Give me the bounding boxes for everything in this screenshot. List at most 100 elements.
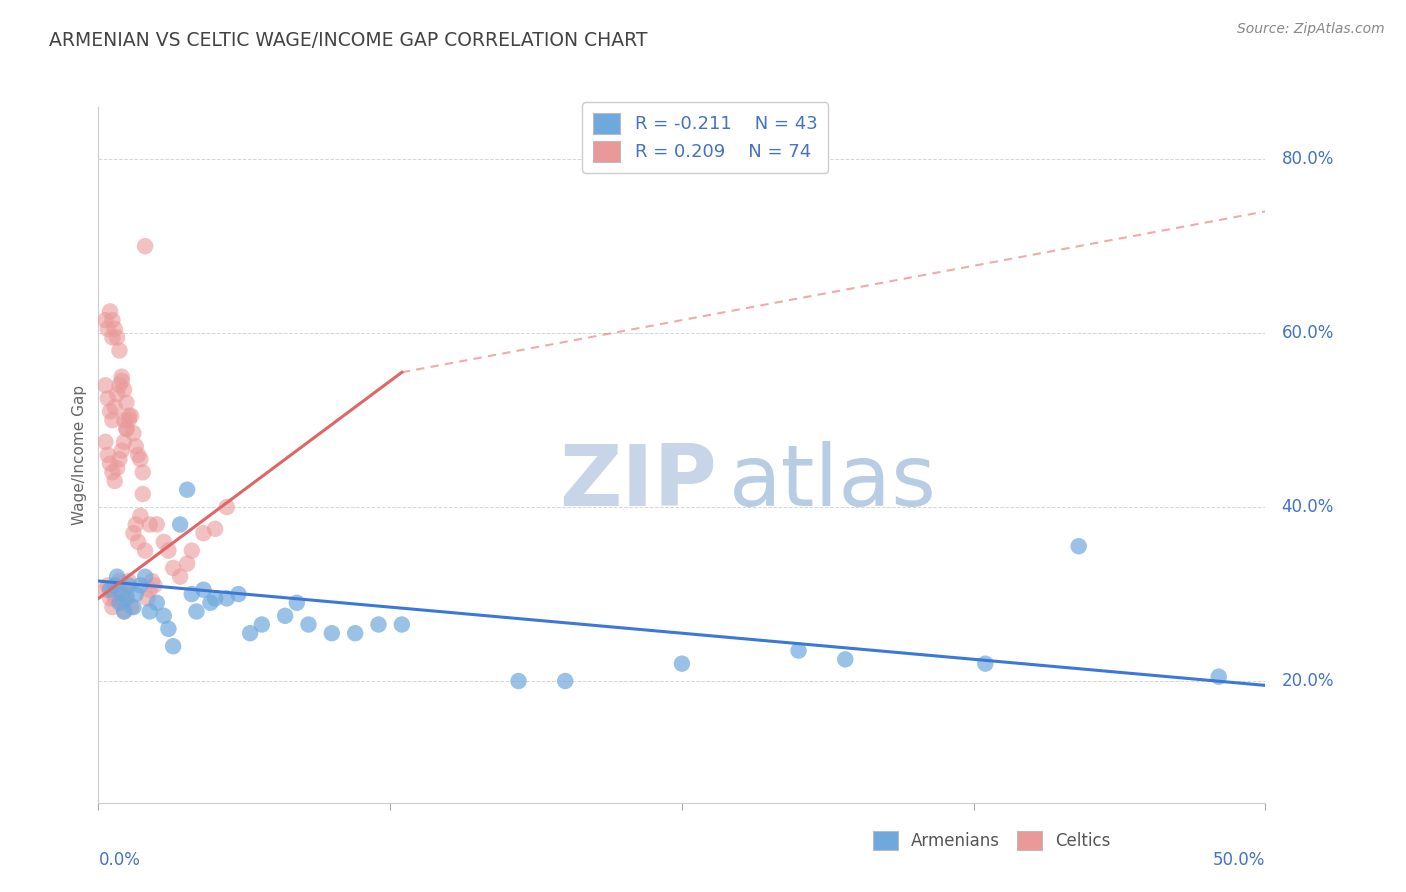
Point (118, 409, 141, 423)
Point (554, 674, 576, 689)
Point (162, 639, 184, 653)
Point (120, 600, 142, 615)
Point (112, 605, 135, 619)
Point (97, 392, 120, 406)
Point (97, 322, 120, 336)
Point (344, 626, 367, 640)
Point (139, 605, 162, 619)
Point (112, 383, 135, 397)
Text: atlas: atlas (728, 442, 936, 524)
Point (204, 522, 226, 536)
Point (129, 452, 152, 467)
Point (200, 596, 222, 610)
Point (101, 330, 124, 344)
Point (974, 657, 997, 671)
Point (105, 582, 128, 597)
Point (127, 448, 149, 462)
Point (215, 500, 238, 514)
Text: ZIP: ZIP (560, 442, 717, 524)
Point (215, 591, 238, 606)
Point (193, 526, 215, 541)
Point (129, 578, 152, 592)
Point (125, 439, 148, 453)
Point (239, 626, 262, 640)
Point (108, 452, 131, 467)
Point (134, 569, 156, 583)
Point (132, 487, 155, 501)
Point (122, 600, 145, 615)
Point (127, 534, 149, 549)
Text: 20.0%: 20.0% (1282, 672, 1334, 690)
Point (105, 330, 128, 344)
Point (112, 434, 135, 449)
Point (115, 591, 138, 606)
Point (787, 643, 810, 657)
Point (136, 591, 159, 606)
Point (321, 626, 343, 640)
Point (134, 543, 156, 558)
Point (104, 322, 127, 336)
Point (297, 617, 319, 632)
Point (104, 591, 127, 606)
Point (97, 578, 120, 592)
Point (104, 474, 127, 488)
Point (162, 561, 184, 575)
Point (108, 574, 131, 588)
Point (1067, 539, 1090, 553)
Point (94, 378, 117, 392)
Point (97, 448, 120, 462)
Point (139, 582, 162, 597)
Point (98, 582, 121, 597)
Point (104, 400, 127, 414)
Point (118, 578, 141, 592)
Point (834, 652, 856, 666)
Point (98, 457, 121, 471)
Point (115, 422, 138, 436)
Point (285, 596, 308, 610)
Point (1208, 670, 1230, 684)
Point (112, 605, 135, 619)
Point (274, 608, 297, 623)
Point (169, 517, 191, 532)
Point (104, 587, 127, 601)
Point (120, 409, 142, 423)
Point (111, 374, 134, 388)
Point (141, 574, 163, 588)
Text: 40.0%: 40.0% (1282, 498, 1334, 516)
Point (146, 517, 169, 532)
Point (101, 600, 124, 615)
Point (94, 313, 117, 327)
Point (180, 543, 202, 558)
Y-axis label: Wage/Income Gap: Wage/Income Gap (72, 384, 87, 525)
Point (157, 543, 180, 558)
Point (125, 587, 148, 601)
Point (250, 617, 273, 632)
Point (98, 591, 121, 606)
Point (111, 369, 134, 384)
Point (94, 582, 117, 597)
Point (143, 578, 166, 592)
Point (139, 517, 162, 532)
Point (671, 657, 693, 671)
Point (101, 313, 124, 327)
Text: 60.0%: 60.0% (1282, 324, 1334, 343)
Point (115, 395, 138, 409)
Point (157, 622, 180, 636)
Text: Source: ZipAtlas.com: Source: ZipAtlas.com (1237, 22, 1385, 37)
Point (176, 483, 198, 497)
Point (108, 378, 131, 392)
Point (169, 569, 191, 583)
Point (186, 605, 208, 619)
Point (122, 526, 145, 541)
Point (115, 422, 138, 436)
Point (193, 582, 215, 597)
Point (115, 587, 138, 601)
Point (105, 461, 128, 475)
Point (111, 443, 134, 458)
Text: 80.0%: 80.0% (1282, 150, 1334, 169)
Point (98, 304, 121, 318)
Point (176, 557, 198, 571)
Point (125, 517, 148, 532)
Point (111, 587, 134, 601)
Point (98, 404, 121, 418)
